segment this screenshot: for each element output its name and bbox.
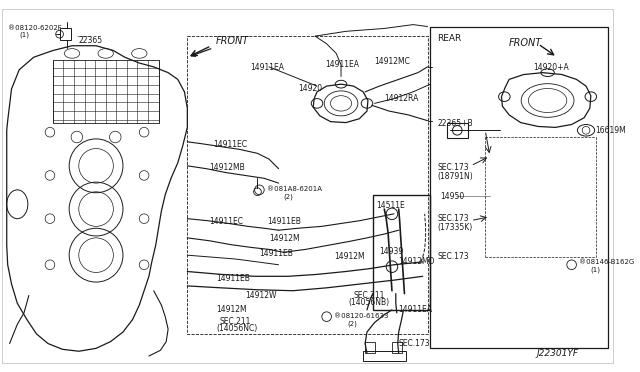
Text: 14911EC: 14911EC (209, 217, 243, 226)
Bar (430, 26, 608, 348)
Text: 14950: 14950 (440, 192, 464, 201)
Text: (17335K): (17335K) (437, 222, 472, 231)
Bar (365, 341, 374, 353)
Text: 14911EA: 14911EA (399, 305, 433, 314)
Bar (60, 28, 71, 40)
Text: FRONT: FRONT (191, 36, 250, 56)
Text: SEC.173: SEC.173 (399, 339, 430, 348)
Text: 14911EA: 14911EA (324, 60, 358, 69)
Text: 14911EC: 14911EC (213, 140, 247, 149)
Text: 22365: 22365 (79, 36, 103, 45)
Text: 14511E: 14511E (376, 201, 405, 211)
Text: 14911EB: 14911EB (259, 249, 293, 259)
Text: (14056NC): (14056NC) (216, 324, 257, 333)
Text: 14912MB: 14912MB (209, 163, 245, 172)
Bar (447, 123, 468, 138)
Text: 14912M: 14912M (269, 234, 300, 243)
Text: REAR: REAR (437, 34, 461, 43)
Bar (53, 60, 159, 123)
Bar (363, 351, 406, 361)
Text: 14920+A: 14920+A (533, 63, 569, 72)
Text: 14912M: 14912M (216, 305, 247, 314)
Text: 14912MC: 14912MC (374, 57, 410, 66)
Text: 14912W: 14912W (245, 291, 276, 300)
Text: ®08120-6202F: ®08120-6202F (8, 25, 61, 31)
Text: 14912MD: 14912MD (399, 257, 435, 266)
Text: SEC.173: SEC.173 (437, 214, 468, 223)
Bar (372, 195, 430, 310)
Text: 14911EA: 14911EA (250, 63, 284, 72)
Text: SEC.211: SEC.211 (219, 317, 250, 326)
Text: 14939: 14939 (380, 247, 404, 256)
Text: 14911EB: 14911EB (267, 217, 301, 226)
Text: ®081A8-6201A: ®081A8-6201A (267, 186, 322, 192)
Text: 14911EB: 14911EB (216, 275, 250, 283)
Text: 22365+B: 22365+B (437, 119, 473, 128)
Text: (18791N): (18791N) (437, 171, 473, 180)
Bar (392, 341, 401, 353)
Text: SEC.173: SEC.173 (437, 252, 468, 261)
Text: (2): (2) (284, 194, 293, 200)
Text: (1): (1) (19, 31, 29, 38)
Text: 16619M: 16619M (596, 126, 627, 135)
Bar (188, 36, 428, 334)
Text: 14912RA: 14912RA (384, 94, 419, 103)
Text: J22301YF: J22301YF (536, 349, 578, 358)
Text: FRONT: FRONT (509, 38, 543, 48)
Text: SEC.173: SEC.173 (437, 163, 468, 172)
Text: (1): (1) (591, 267, 601, 273)
Text: 14920: 14920 (298, 84, 322, 93)
Text: SEC.211: SEC.211 (353, 291, 385, 300)
Text: ®08120-61633: ®08120-61633 (334, 313, 389, 319)
Text: 14912M: 14912M (334, 252, 365, 261)
Text: ®08146-B162G: ®08146-B162G (579, 259, 634, 265)
Text: (14056NB): (14056NB) (349, 298, 390, 307)
Text: (2): (2) (348, 321, 358, 327)
